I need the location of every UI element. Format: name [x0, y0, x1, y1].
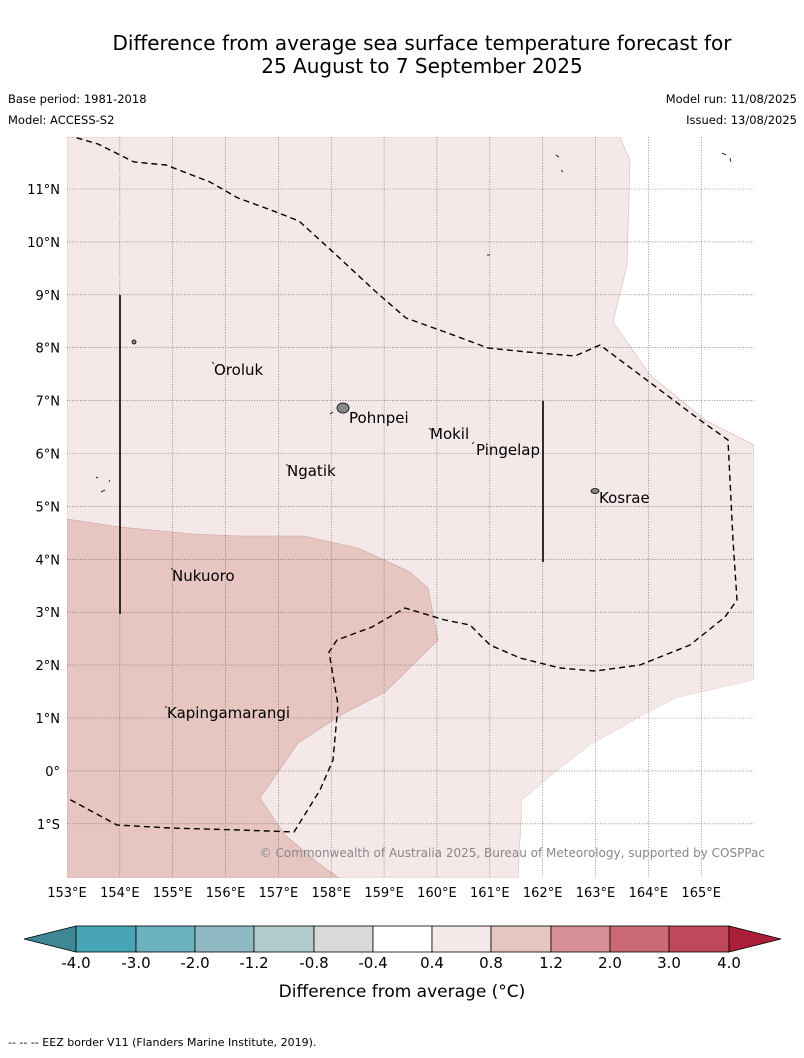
latitude-label: 10°N	[27, 236, 60, 251]
base-period: Base period: 1981-2018	[8, 92, 147, 106]
islet-nw	[131, 339, 137, 345]
place-kapingamarangi: Kapingamarangi	[167, 704, 290, 722]
title-line-2: 25 August to 7 September 2025	[261, 54, 583, 78]
kosrae-island	[590, 488, 600, 494]
place-labels: Oroluk Pohnpei Mokil Pingelap Ngatik Kos…	[167, 361, 650, 722]
islet-sapwuahfik-a	[95, 476, 99, 479]
islet-oroluk	[211, 361, 215, 365]
place-pingelap: Pingelap	[476, 441, 540, 459]
colorbar-arrow-low	[23, 925, 77, 953]
latitude-label: 1°N	[36, 712, 61, 727]
copyright-text: © Commonwealth of Australia 2025, Bureau…	[260, 846, 765, 860]
longitude-label: 165°E	[681, 886, 721, 901]
islet-ne-4	[729, 157, 732, 163]
islet-mokil	[428, 427, 432, 431]
latitude-label: 6°N	[36, 448, 61, 463]
latitude-label: 4°N	[36, 553, 61, 568]
chart-title: Difference from average sea surface temp…	[40, 32, 804, 78]
white-pocket	[520, 680, 754, 878]
title-line-1: Difference from average sea surface temp…	[112, 31, 732, 55]
islet-ne-1	[555, 154, 560, 158]
latitude-label: 2°N	[36, 659, 61, 674]
model-run: Model run: 11/08/2025	[665, 92, 797, 106]
colorbar-segment	[75, 925, 137, 953]
latitude-label: 8°N	[36, 342, 61, 357]
colorbar-segment	[372, 925, 433, 953]
colorbar-tick-label: 4.0	[717, 954, 741, 972]
longitude-label: 154°E	[100, 886, 140, 901]
model-name: Model: ACCESS-S2	[8, 113, 115, 127]
longitude-label: 155°E	[153, 886, 193, 901]
islet-ne-2	[560, 169, 564, 173]
place-mokil: Mokil	[430, 425, 469, 443]
islet-ne-3	[721, 152, 727, 156]
islet-kapinga	[164, 705, 168, 709]
longitude-label: 158°E	[311, 886, 351, 901]
colorbar-tick-label: -0.4	[358, 954, 387, 972]
place-pohnpei: Pohnpei	[349, 409, 409, 427]
issued-date: Issued: 13/08/2025	[686, 113, 797, 127]
colorbar-tick-label: -1.2	[239, 954, 268, 972]
islet-pohnpei-w	[329, 411, 334, 415]
colorbar-segment	[668, 925, 730, 953]
colorbar-segment	[194, 925, 255, 953]
latitude-label: 9°N	[36, 289, 61, 304]
longitude-label: 161°E	[470, 886, 510, 901]
eez-border	[67, 137, 738, 833]
colorbar-segment	[490, 925, 552, 953]
place-nukuoro: Nukuoro	[172, 567, 235, 585]
colorbar-tick-label: 0.8	[479, 954, 503, 972]
latitude-label: 1°S	[37, 818, 60, 833]
colorbar-segment	[313, 925, 374, 953]
colorbar-tick-label: 0.4	[420, 954, 444, 972]
colorbar-label: Difference from average (°C)	[279, 982, 526, 1002]
longitude-label: 153°E	[47, 886, 87, 901]
colorbar-segment	[135, 925, 196, 953]
graticule	[67, 137, 754, 878]
longitude-label: 160°E	[417, 886, 457, 901]
latitude-label: 3°N	[36, 606, 61, 621]
colorbar: -4.0 -3.0 -2.0 -1.2 -0.8 -0.4 0.4 0.8 1.2 2.0 3.0 4…	[23, 925, 782, 972]
latitude-labels: 11°N 10°N 9°N 8°N 7°N 6°N 5°N 4°N 3°N 2°N 1°N 0° 1°S	[27, 183, 60, 833]
pohnpei-island	[336, 402, 350, 414]
longitude-label: 156°E	[206, 886, 246, 901]
colorbar-tick-label: -4.0	[61, 954, 90, 972]
colorbar-tick-label: 2.0	[598, 954, 622, 972]
latitude-label: 0°	[45, 765, 60, 780]
colorbar-tick-label: 3.0	[657, 954, 681, 972]
longitude-labels: 153°E 154°E 155°E 156°E 157°E 158°E 159°E 160°E…	[47, 886, 721, 901]
colorbar-tick-label: -0.8	[299, 954, 328, 972]
longitude-label: 159°E	[364, 886, 404, 901]
latitude-label: 7°N	[36, 395, 61, 410]
colorbar-arrow-high	[728, 925, 782, 953]
colorbar-tick-label: 1.2	[539, 954, 563, 972]
place-kosrae: Kosrae	[599, 489, 650, 507]
longitude-label: 157°E	[259, 886, 299, 901]
islands	[95, 152, 732, 709]
place-oroluk: Oroluk	[214, 361, 263, 379]
islet-pingelap	[471, 441, 475, 445]
islet-ngatik	[285, 463, 289, 467]
longitude-label: 163°E	[576, 886, 616, 901]
anomaly-fill	[67, 137, 754, 878]
colorbar-segment	[550, 925, 611, 953]
place-ngatik: Ngatik	[287, 462, 336, 480]
longitude-label: 164°E	[629, 886, 669, 901]
colorbar-tick-label: -3.0	[121, 954, 150, 972]
islet-nukuoro	[170, 567, 174, 571]
colorbar-segment	[431, 925, 492, 953]
islet-sapwuahfik-c	[108, 479, 111, 483]
eez-border-north	[67, 137, 738, 833]
longitude-label: 162°E	[523, 886, 563, 901]
colorbar-tick-label: -2.0	[180, 954, 209, 972]
colorbar-segment	[609, 925, 670, 953]
colorbar-segment	[253, 925, 315, 953]
latitude-label: 11°N	[27, 183, 60, 198]
islet-sapwuahfik-b	[100, 489, 106, 493]
latitude-label: 5°N	[36, 500, 61, 515]
footer-note: -- -- -- EEZ border V11 (Flanders Marine…	[8, 1036, 317, 1049]
anomaly-band-0-8-to-1-2	[67, 518, 439, 878]
